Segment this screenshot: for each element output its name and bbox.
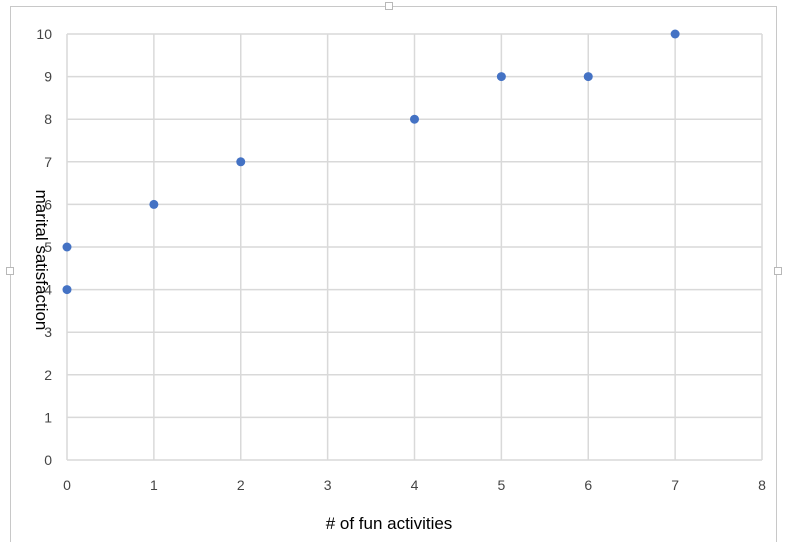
x-tick-label: 1	[150, 477, 158, 493]
x-tick-label: 8	[758, 477, 766, 493]
y-tick-label: 2	[44, 367, 52, 383]
y-tick-label: 9	[44, 69, 52, 85]
x-tick-label: 3	[324, 477, 332, 493]
y-tick-label: 6	[44, 196, 52, 212]
x-tick-label: 4	[411, 477, 419, 493]
data-point	[236, 157, 246, 167]
y-tick-label: 5	[44, 239, 52, 255]
data-point	[496, 72, 506, 82]
resize-handle-right[interactable]	[774, 267, 782, 275]
x-tick-label: 7	[671, 477, 679, 493]
y-tick-label: 0	[44, 452, 52, 468]
x-axis-title: # of fun activities	[326, 514, 453, 533]
y-tick-label: 8	[44, 111, 52, 127]
data-point	[149, 199, 159, 209]
y-axis-title: marital satisfaction	[32, 190, 51, 331]
y-tick-label: 10	[36, 26, 52, 42]
data-point	[62, 285, 72, 295]
x-tick-label: 5	[497, 477, 505, 493]
y-tick-label: 1	[44, 409, 52, 425]
x-tick-label: 2	[237, 477, 245, 493]
tick-labels: 0 1 2 3 4 5 6 7 8 9 10 0 1 2 3 4 5 6 7 8	[36, 26, 766, 493]
data-point	[62, 242, 72, 252]
data-points	[62, 29, 680, 295]
data-point	[410, 114, 419, 124]
y-tick-label: 3	[44, 324, 52, 340]
resize-handle-left[interactable]	[6, 267, 14, 275]
y-tick-label: 7	[44, 154, 52, 170]
y-tick-label: 4	[44, 282, 52, 298]
resize-handle-top[interactable]	[385, 2, 393, 10]
data-point	[583, 72, 593, 82]
gridlines	[66, 33, 763, 461]
x-tick-label: 0	[63, 477, 71, 493]
x-tick-label: 6	[584, 477, 592, 493]
data-point	[670, 29, 680, 39]
